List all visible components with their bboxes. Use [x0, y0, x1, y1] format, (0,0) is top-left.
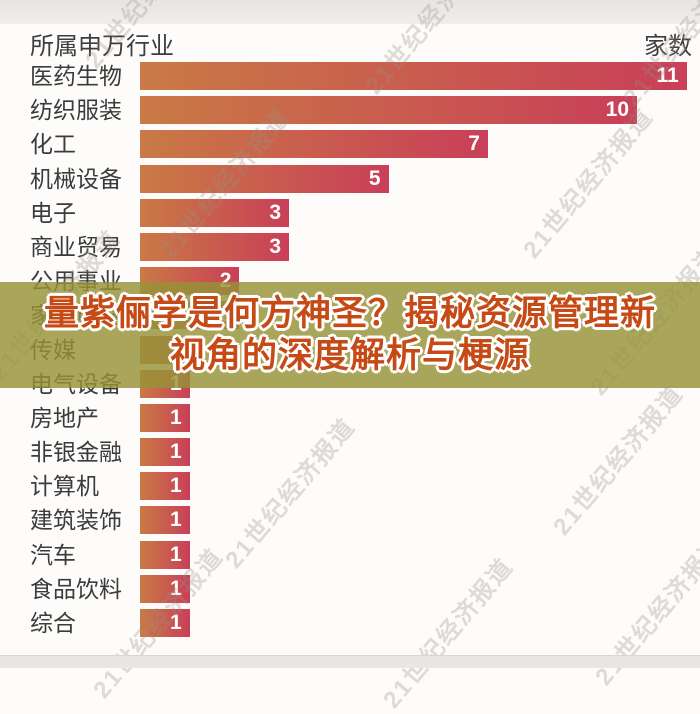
bar-value: 1 [170, 474, 182, 498]
bar-value: 1 [170, 611, 182, 634]
row-label: 医药生物 [30, 63, 122, 89]
bar-value: 1 [170, 405, 182, 429]
bar-value: 1 [170, 508, 182, 532]
chart-row: 商业贸易 3 [0, 232, 700, 261]
bar: 1 [140, 438, 190, 467]
bar-value: 1 [170, 440, 182, 464]
bar-value: 10 [605, 98, 629, 122]
row-label: 建筑装饰 [30, 507, 122, 534]
row-label: 非银金融 [30, 439, 122, 466]
chart-row: 电子 3 [0, 198, 700, 227]
row-label: 电子 [30, 199, 76, 226]
photo-top-margin [0, 0, 700, 24]
bar: 1 [140, 472, 190, 501]
bar-value: 11 [656, 64, 679, 87]
chart-row: 计算机 1 [0, 472, 700, 501]
headline-banner: 量紫俪学是何方神圣？揭秘资源管理新 视角的深度解析与梗源 [0, 282, 700, 388]
bar-value: 7 [468, 132, 480, 156]
row-label: 汽车 [30, 541, 76, 568]
row-label: 综合 [30, 610, 76, 636]
bar-value: 1 [170, 542, 182, 566]
chart-row: 纺织服装 10 [0, 96, 700, 125]
chart-row: 汽车 1 [0, 540, 700, 569]
bar: 1 [140, 506, 190, 535]
chart-row: 化工 7 [0, 130, 700, 159]
chart-header: 所属申万行业 家数 [30, 28, 692, 60]
chart-row: 非银金融 1 [0, 438, 700, 467]
bar: 1 [140, 403, 190, 432]
headline-line-2: 视角的深度解析与梗源 [169, 336, 530, 375]
headline-line-1: 量紫俪学是何方神圣？揭秘资源管理新 [43, 294, 656, 333]
chart-row: 食品饮料 1 [0, 574, 700, 603]
bar: 3 [140, 232, 290, 261]
bar-value: 3 [269, 200, 282, 224]
row-label: 食品饮料 [30, 575, 122, 602]
column-header-count: 家数 [644, 32, 692, 60]
row-label: 房地产 [30, 404, 99, 431]
column-header-industry: 所属申万行业 [30, 32, 174, 60]
row-label: 商业贸易 [30, 233, 122, 260]
bar: 10 [140, 96, 637, 125]
row-label: 计算机 [30, 473, 99, 500]
bar: 1 [140, 540, 190, 569]
row-label: 纺织服装 [30, 97, 122, 124]
bar: 5 [140, 164, 389, 193]
chart-row: 机械设备 5 [0, 164, 700, 193]
bar: 1 [140, 609, 190, 637]
bar-value: 2 [219, 269, 232, 293]
row-label: 化工 [30, 131, 76, 158]
chart-row: 医药生物 11 [0, 62, 700, 90]
bar: 1 [140, 574, 190, 603]
bar-value: 1 [170, 576, 182, 600]
bar: 3 [140, 198, 290, 227]
bar: 11 [140, 62, 687, 90]
bar-value: 3 [269, 234, 282, 258]
bar: 7 [140, 130, 488, 159]
chart-row: 综合 1 [0, 609, 700, 637]
photo-bottom-margin [0, 655, 700, 668]
row-label: 机械设备 [30, 165, 122, 192]
bar-value: 5 [368, 166, 381, 190]
chart-row: 建筑装饰 1 [0, 506, 700, 535]
chart-row: 房地产 1 [0, 403, 700, 432]
